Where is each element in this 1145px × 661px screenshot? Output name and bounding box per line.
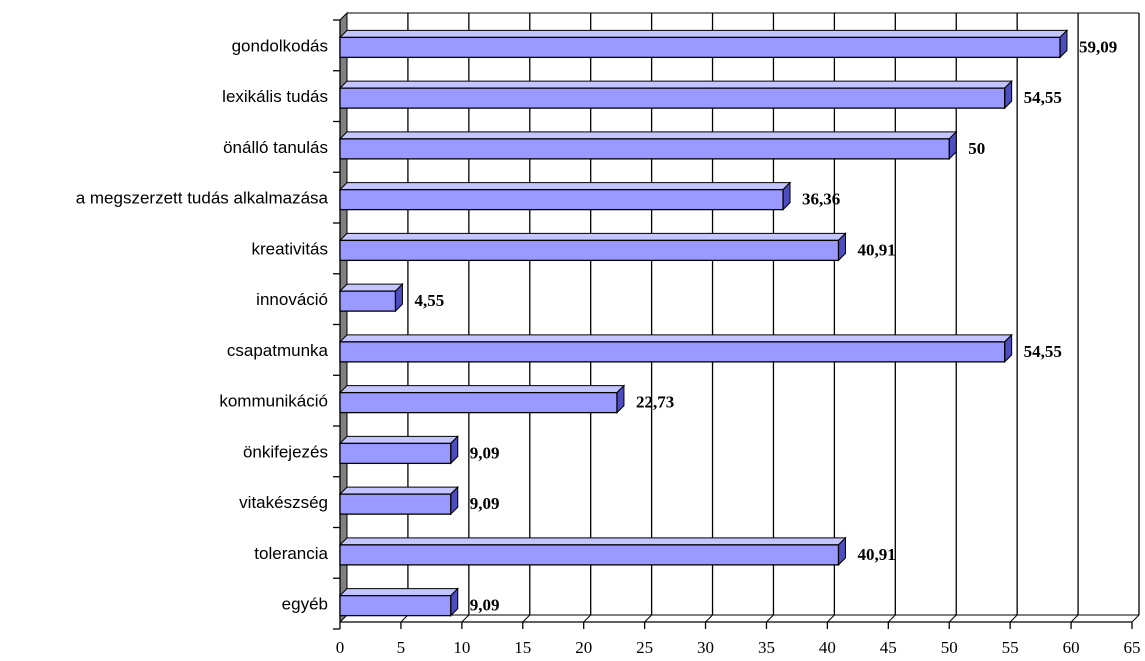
floor-gridline xyxy=(1009,614,1018,623)
bar-top-face xyxy=(338,131,958,140)
floor-gridline xyxy=(948,614,957,623)
bar xyxy=(338,333,1013,364)
floor-gridline xyxy=(887,614,896,623)
x-tick-label: 35 xyxy=(758,638,775,657)
bar-front-face xyxy=(339,493,452,515)
floor-gridline xyxy=(461,614,470,623)
x-tick-label: 45 xyxy=(880,638,897,657)
data-label: 50 xyxy=(968,139,985,158)
bar xyxy=(338,435,459,465)
x-tick-label: 5 xyxy=(397,638,406,657)
category-label: kommunikáció xyxy=(219,392,328,411)
x-tick-label: 10 xyxy=(453,638,470,657)
data-label: 54,55 xyxy=(1024,88,1062,107)
bar-front-face xyxy=(339,87,1006,109)
bar-front-face xyxy=(339,239,840,262)
data-label: 9,09 xyxy=(470,596,500,615)
x-tick-label: 25 xyxy=(636,638,653,657)
x-tick-label: 40 xyxy=(819,638,836,657)
x-tick-label: 60 xyxy=(1063,638,1080,657)
category-label: gondolkodás xyxy=(232,36,328,55)
x-tick-label: 0 xyxy=(336,638,345,657)
x-tick-label: 30 xyxy=(697,638,714,657)
data-label: 59,09 xyxy=(1079,37,1117,56)
floor-gridline xyxy=(1070,614,1079,623)
floor-gridline xyxy=(522,614,531,623)
floor-gridline xyxy=(583,614,592,623)
x-tick-label: 65 xyxy=(1124,638,1141,657)
data-label: 40,91 xyxy=(857,545,895,564)
category-label: vitakészség xyxy=(239,493,328,512)
bar xyxy=(338,485,459,516)
category-label: innováció xyxy=(256,290,328,309)
floor-gridline xyxy=(705,614,713,623)
bar-top-face xyxy=(338,283,404,292)
bar-top-face xyxy=(338,80,1013,89)
bar-top-face xyxy=(338,182,792,191)
floor-gridline xyxy=(644,614,652,623)
bar-top-face xyxy=(338,334,1013,343)
bar-top-face xyxy=(338,385,626,394)
data-label: 22,73 xyxy=(636,393,674,412)
data-label: 9,09 xyxy=(470,443,500,462)
category-label: önkifejezés xyxy=(243,442,328,461)
category-label: tolerancia xyxy=(254,544,328,563)
floor-gridline xyxy=(1131,614,1140,623)
category-label: kreativitás xyxy=(251,239,328,258)
bar xyxy=(338,29,1069,59)
bar-front-face xyxy=(339,138,950,160)
x-tick-label: 20 xyxy=(575,638,592,657)
bar-front-face xyxy=(339,188,784,211)
bar xyxy=(338,79,1013,110)
category-label: lexikális tudás xyxy=(222,87,328,106)
bar-front-face xyxy=(339,391,618,414)
data-label: 40,91 xyxy=(857,240,895,259)
floor-gridline xyxy=(827,614,835,623)
data-label: 54,55 xyxy=(1024,342,1062,361)
bar xyxy=(338,181,792,211)
bar-top-face xyxy=(338,435,459,444)
data-label: 36,36 xyxy=(802,190,840,209)
floor-gridline xyxy=(766,614,774,623)
bar-front-face xyxy=(339,341,1006,363)
bar-front-face xyxy=(339,594,452,617)
bar-top-face xyxy=(338,486,459,495)
bar-front-face xyxy=(339,544,840,566)
bar xyxy=(338,536,847,567)
category-label: a megszerzett tudás alkalmazása xyxy=(76,189,329,208)
bar xyxy=(338,130,958,161)
x-tick-label: 15 xyxy=(514,638,531,657)
x-tick-label: 50 xyxy=(941,638,958,657)
bar-top-face xyxy=(338,232,847,241)
bar-front-face xyxy=(339,442,452,465)
data-label: 9,09 xyxy=(470,494,500,513)
data-label: 4,55 xyxy=(414,291,444,310)
bar-front-face xyxy=(339,290,397,312)
bar-top-face xyxy=(338,537,847,546)
bar-top-face xyxy=(338,588,459,597)
bar xyxy=(338,282,404,313)
bar xyxy=(338,232,847,262)
x-tick-label: 55 xyxy=(1002,638,1019,657)
category-label: egyéb xyxy=(282,595,328,614)
bar-top-face xyxy=(338,29,1069,38)
bar-front-face xyxy=(339,36,1061,59)
category-label: önálló tanulás xyxy=(223,138,328,157)
category-label: csapatmunka xyxy=(227,341,329,360)
bar xyxy=(338,587,459,617)
bar xyxy=(338,384,626,414)
